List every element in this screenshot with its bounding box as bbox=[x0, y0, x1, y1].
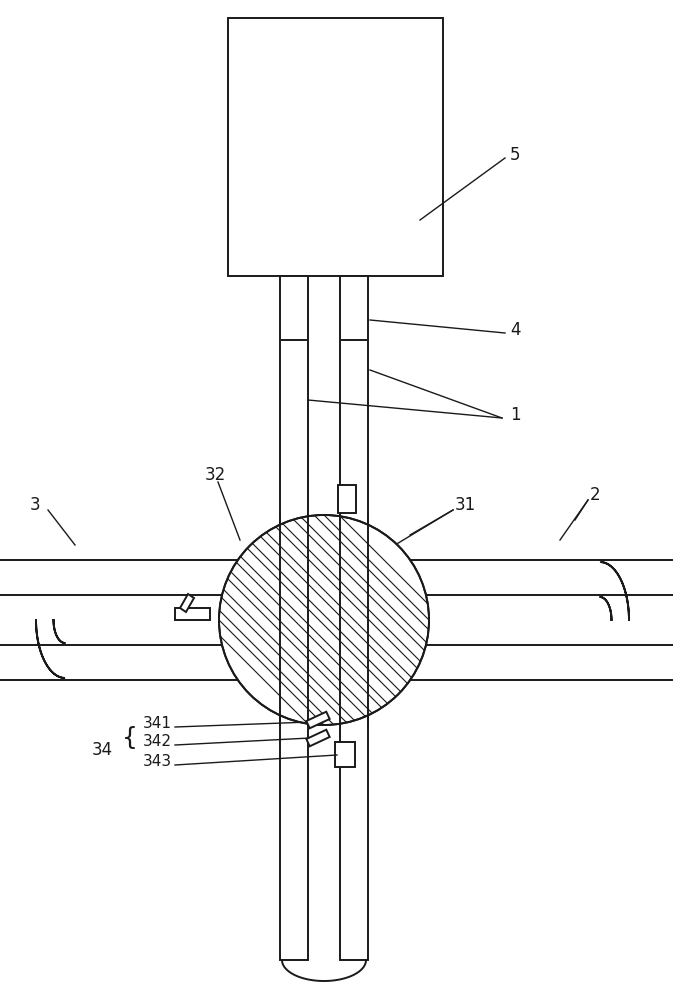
Polygon shape bbox=[180, 594, 194, 612]
Text: 32: 32 bbox=[205, 466, 226, 484]
Circle shape bbox=[219, 515, 429, 725]
Text: 31: 31 bbox=[455, 496, 476, 514]
Text: 3: 3 bbox=[30, 496, 40, 514]
Bar bbox=[175, 608, 210, 620]
Bar bbox=[335, 742, 355, 767]
Text: 5: 5 bbox=[510, 146, 520, 164]
Bar bbox=[280, 276, 308, 960]
Bar bbox=[340, 276, 368, 960]
Bar bbox=[228, 18, 443, 276]
Text: 4: 4 bbox=[510, 321, 520, 339]
Polygon shape bbox=[306, 712, 330, 728]
Bar bbox=[338, 485, 356, 513]
Text: 341: 341 bbox=[143, 716, 172, 732]
Polygon shape bbox=[306, 730, 330, 746]
Text: 342: 342 bbox=[143, 734, 172, 750]
Text: {: { bbox=[122, 726, 138, 750]
Text: 34: 34 bbox=[92, 741, 113, 759]
Text: 343: 343 bbox=[143, 754, 172, 770]
Text: 2: 2 bbox=[590, 486, 600, 504]
Text: 1: 1 bbox=[510, 406, 521, 424]
